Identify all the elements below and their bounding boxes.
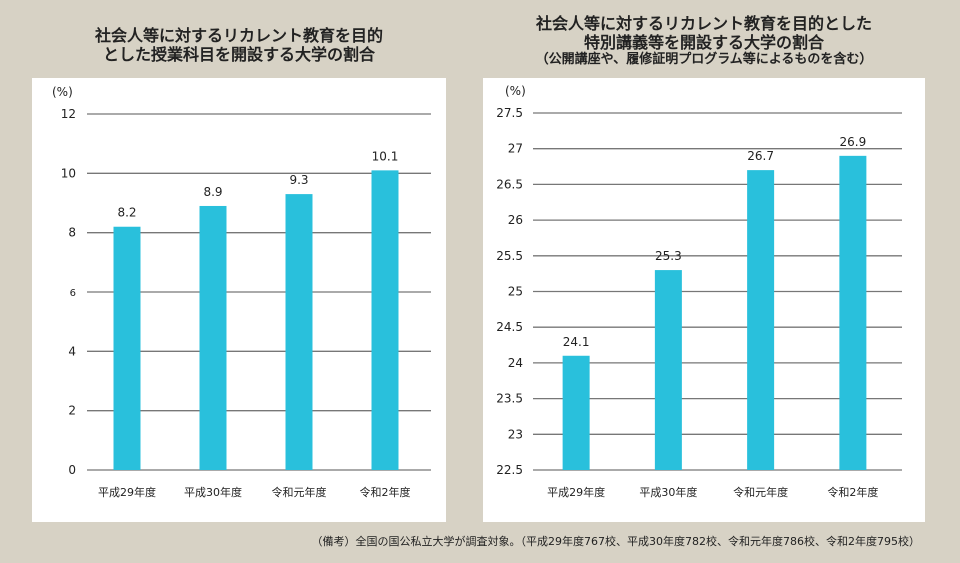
y-tick-label: 25.5 — [496, 249, 523, 263]
y-tick-label: 0 — [68, 463, 76, 477]
y-tick-label: 22.5 — [496, 463, 523, 477]
x-category-label: 平成29年度 — [547, 485, 605, 499]
chart2-title-line2: 特別講義等を開設する大学の割合 — [583, 33, 824, 52]
chart2-panel: (%) 22.5 23 23.5 24 24.5 25 25.5 26 26.5 27 27.5 24.… — [483, 78, 925, 522]
x-category-label: 平成29年度 — [98, 485, 156, 499]
bar-value-label: 10.1 — [372, 149, 399, 163]
y-tick-label: 6 — [70, 288, 76, 299]
y-unit-label: (%) — [505, 84, 526, 98]
bar — [285, 194, 313, 470]
y-tick-label: 23.5 — [496, 392, 523, 406]
y-tick-label: 2 — [68, 404, 76, 418]
y-tick-label: 10 — [61, 166, 76, 180]
y-tick-label: 24.5 — [496, 320, 523, 334]
chart1-title-line2: とした授業科目を開設する大学の割合 — [102, 45, 375, 64]
y-tick-label: 25 — [508, 285, 523, 299]
chart1-svg: (%) 0 2 4 6 8 10 12 8.2 平成29年度 8.9 平成30年度 9.3 令和元年度 10… — [52, 85, 431, 499]
y-tick-label: 26 — [508, 213, 523, 227]
bar-value-label: 25.3 — [655, 249, 682, 263]
y-tick-label: 27 — [508, 142, 523, 156]
chart2-title: 社会人等に対するリカレント教育を目的とした 特別講義等を開設する大学の割合 （公… — [483, 14, 925, 67]
bar — [654, 270, 682, 470]
bar-value-label: 24.1 — [563, 335, 590, 349]
bar-value-label: 8.9 — [203, 185, 222, 199]
y-tick-label: 4 — [68, 344, 76, 358]
y-tick-label: 8 — [68, 226, 76, 240]
bar — [747, 170, 775, 470]
bar — [839, 155, 867, 470]
x-category-label: 令和2年度 — [827, 485, 878, 499]
y-tick-label: 26.5 — [496, 177, 523, 191]
bar-value-label: 8.2 — [117, 206, 136, 220]
x-category-label: 令和元年度 — [272, 485, 327, 499]
y-tick-label: 27.5 — [496, 106, 523, 120]
chart2-subtitle: （公開講座や、履修証明プログラム等によるものを含む） — [535, 52, 873, 67]
y-tick-label: 23 — [508, 427, 523, 441]
x-category-label: 令和2年度 — [360, 485, 411, 499]
y-tick-label: 12 — [61, 107, 76, 121]
bar-value-label: 9.3 — [289, 173, 308, 187]
chart1-title: 社会人等に対するリカレント教育を目的 とした授業科目を開設する大学の割合 — [32, 26, 446, 64]
bar — [199, 205, 227, 470]
y-unit-label: (%) — [52, 85, 73, 99]
bar — [113, 226, 141, 470]
bar-value-label: 26.9 — [840, 135, 867, 149]
bar-value-label: 26.7 — [747, 149, 774, 163]
x-category-label: 平成30年度 — [184, 485, 242, 499]
x-category-label: 令和元年度 — [733, 485, 788, 499]
x-category-label: 平成30年度 — [639, 485, 697, 499]
chart1-title-line1: 社会人等に対するリカレント教育を目的 — [94, 26, 383, 45]
bar — [371, 170, 399, 470]
chart2-svg: (%) 22.5 23 23.5 24 24.5 25 25.5 26 26.5 27 27.5 24.… — [496, 84, 902, 499]
chart2-title-line1: 社会人等に対するリカレント教育を目的とした — [535, 14, 872, 33]
y-tick-label: 24 — [508, 356, 523, 370]
bar — [562, 355, 590, 470]
chart1-panel: (%) 0 2 4 6 8 10 12 8.2 平成29年度 8.9 平成30年度 9.3 令和元年度 10… — [32, 78, 446, 522]
footnote: （備考）全国の国公私立大学が調査対象。（平成29年度767校、平成30年度782… — [311, 535, 920, 548]
